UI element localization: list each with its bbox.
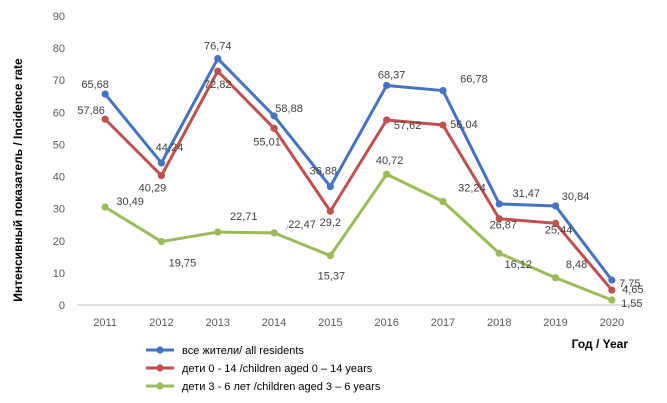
data-point: [439, 197, 447, 206]
x-axis-title: Год / Year: [572, 337, 629, 351]
x-tick-label: 2019: [543, 317, 567, 329]
legend-label: дети 0 - 14 /children aged 0 – 14 years: [182, 363, 373, 375]
data-label: 65,68: [81, 79, 109, 91]
data-point: [608, 286, 616, 294]
data-point: [495, 249, 503, 257]
x-tick-label: 2015: [318, 317, 342, 329]
data-label: 25,44: [545, 224, 573, 236]
data-point: [326, 207, 334, 215]
x-tick-label: 2020: [600, 317, 624, 329]
data-label: 36,88: [310, 166, 338, 178]
data-point: [326, 252, 334, 260]
x-tick-label: 2012: [149, 317, 173, 329]
data-point: [326, 182, 334, 191]
data-label: 44,24: [156, 142, 184, 154]
data-label: 4,65: [622, 284, 643, 296]
y-tick-label: 70: [53, 75, 65, 87]
leader-line: [285, 224, 289, 230]
data-label: 22,47: [288, 219, 316, 231]
x-tick-label: 2018: [487, 317, 511, 329]
data-point: [101, 90, 109, 98]
y-tick-label: 50: [53, 139, 65, 151]
data-point: [383, 170, 391, 178]
data-point: [157, 172, 166, 180]
legend: все жители/ all residents дети 0 - 14 /ch…: [146, 345, 381, 393]
axes: 0 10 20 30 40 50 60 70 80 90 2011 2012 2013 2014 2015 2…: [53, 11, 640, 329]
data-label: 1,55: [621, 298, 642, 310]
y-tick-label: 80: [53, 43, 65, 55]
data-point: [608, 296, 616, 304]
data-label: 40,29: [139, 183, 167, 195]
data-point: [495, 200, 503, 208]
y-tick-label: 10: [53, 268, 65, 280]
data-point: [157, 237, 166, 246]
data-point: [270, 124, 278, 132]
legend-marker: [156, 364, 164, 372]
data-point: [495, 215, 503, 223]
y-tick-label: 20: [53, 236, 65, 248]
data-label: 32,24: [458, 182, 486, 194]
data-labels: 65,68 44,24 76,74 58,88 36,88 68,37 66,78 31,47…: [77, 41, 643, 310]
data-label: 57,62: [394, 120, 422, 132]
legend-label: все жители/ all residents: [182, 345, 304, 357]
data-label: 30,84: [562, 191, 590, 203]
data-point: [383, 81, 391, 90]
data-label: 16,12: [504, 259, 532, 271]
data-point: [270, 229, 278, 237]
leader-line: [162, 149, 167, 159]
x-tick-label: 2013: [206, 317, 230, 329]
series-layer: [101, 54, 616, 304]
data-point: [270, 112, 278, 120]
data-point: [608, 276, 616, 284]
series-line-2: [103, 69, 614, 292]
data-label: 66,78: [460, 74, 488, 86]
legend-marker: [156, 382, 164, 390]
data-point: [439, 121, 447, 129]
data-label: 55,01: [253, 136, 281, 148]
y-tick-label: 40: [53, 172, 65, 184]
data-point: [551, 274, 560, 282]
data-label: 40,72: [376, 155, 404, 167]
data-point: [101, 203, 109, 211]
data-point: [439, 86, 447, 95]
x-tick-label: 2014: [262, 317, 286, 329]
legend-label: дети 3 - 6 лет /children aged 3 – 6 year…: [182, 381, 381, 393]
data-point: [214, 54, 222, 63]
y-tick-label: 30: [53, 204, 65, 216]
x-tick-label: 2017: [431, 317, 455, 329]
data-label: 68,37: [378, 69, 406, 81]
data-label: 58,88: [275, 103, 303, 115]
data-label: 22,71: [230, 211, 258, 223]
data-label: 15,37: [318, 271, 346, 283]
data-point: [214, 67, 222, 75]
data-label: 56,04: [450, 119, 478, 131]
data-label: 7,75: [619, 278, 640, 290]
x-tick-label: 2016: [374, 317, 398, 329]
data-point: [551, 202, 560, 210]
data-label: 26,87: [489, 220, 517, 232]
data-label: 19,75: [169, 258, 197, 270]
data-label: 30,49: [116, 196, 144, 208]
y-axis-title: Интенсивный показатель / Incidence rate: [11, 58, 25, 302]
data-label: 29,2: [320, 217, 341, 229]
legend-marker: [156, 346, 164, 354]
x-tick-label: 2011: [93, 317, 117, 329]
data-point: [214, 228, 222, 236]
data-point: [101, 115, 109, 123]
data-label: 8,48: [566, 259, 587, 271]
series-line-3: [103, 172, 614, 302]
data-label: 72,82: [204, 79, 232, 91]
y-tick-label: 90: [53, 11, 65, 23]
data-point: [551, 219, 560, 227]
data-label: 57,86: [77, 105, 105, 117]
data-point: [383, 116, 391, 124]
y-tick-label: 60: [53, 107, 65, 119]
series-line-1: [103, 57, 614, 282]
data-point: [157, 159, 166, 167]
data-label: 76,74: [204, 41, 232, 53]
y-tick-label: 0: [59, 300, 65, 312]
data-label: 31,47: [512, 188, 540, 200]
